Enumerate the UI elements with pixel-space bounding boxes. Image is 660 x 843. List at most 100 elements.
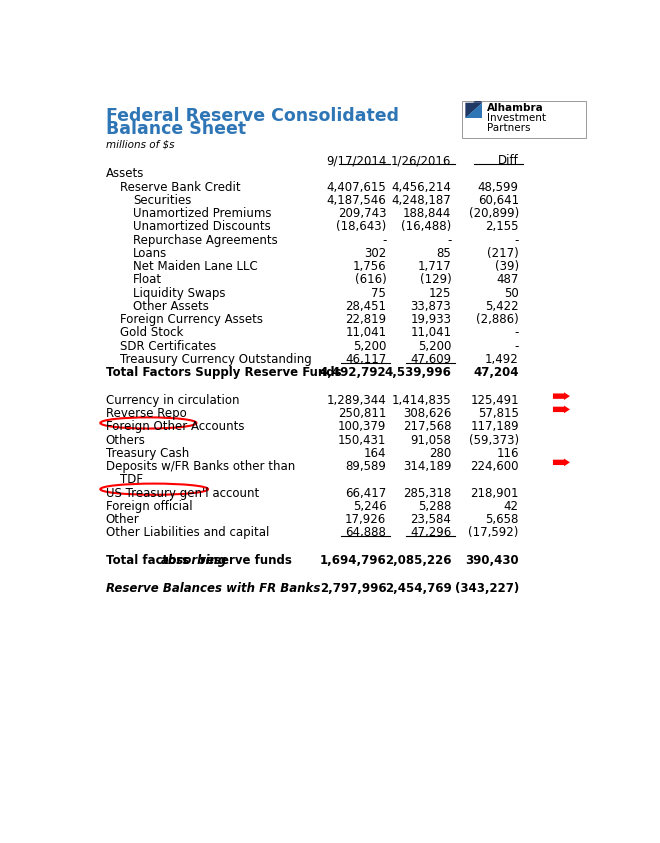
Polygon shape (553, 405, 570, 413)
Text: 188,844: 188,844 (403, 207, 451, 220)
Text: Others: Others (106, 433, 146, 447)
Text: (20,899): (20,899) (469, 207, 519, 220)
Text: -: - (514, 234, 519, 247)
Text: 48,599: 48,599 (478, 180, 519, 194)
Text: 2,085,226: 2,085,226 (385, 554, 451, 567)
Text: Treausury Currency Outstanding: Treausury Currency Outstanding (119, 353, 312, 366)
Text: (16,488): (16,488) (401, 220, 451, 234)
Text: 23,584: 23,584 (411, 513, 451, 526)
Text: 5,246: 5,246 (352, 500, 386, 513)
Text: Deposits w/FR Banks other than: Deposits w/FR Banks other than (106, 460, 295, 473)
Text: 33,873: 33,873 (411, 300, 451, 313)
Polygon shape (553, 392, 570, 400)
Text: 1,492: 1,492 (485, 353, 519, 366)
Text: 85: 85 (437, 247, 451, 260)
Text: Other Assets: Other Assets (133, 300, 209, 313)
Text: 2,454,769: 2,454,769 (385, 582, 451, 595)
Text: 224,600: 224,600 (471, 460, 519, 473)
Text: 117,189: 117,189 (470, 421, 519, 433)
Text: 66,417: 66,417 (345, 486, 386, 500)
Text: 314,189: 314,189 (403, 460, 451, 473)
Text: Assets: Assets (106, 168, 144, 180)
Text: (39): (39) (495, 260, 519, 273)
Text: (129): (129) (420, 273, 451, 287)
Text: 11,041: 11,041 (345, 326, 386, 340)
Text: Gold Stock: Gold Stock (119, 326, 183, 340)
Text: Securities: Securities (133, 194, 191, 207)
Text: Reserve Bank Credit: Reserve Bank Credit (119, 180, 240, 194)
Text: Currency in circulation: Currency in circulation (106, 394, 239, 407)
Text: 1,756: 1,756 (352, 260, 386, 273)
Text: 5,422: 5,422 (485, 300, 519, 313)
Text: Foreign Other Accounts: Foreign Other Accounts (106, 421, 244, 433)
Text: US Treasury gen'l account: US Treasury gen'l account (106, 486, 259, 500)
Text: 19,933: 19,933 (411, 313, 451, 326)
Text: 57,815: 57,815 (478, 407, 519, 420)
Polygon shape (473, 98, 482, 103)
Text: (616): (616) (354, 273, 386, 287)
Text: 5,288: 5,288 (418, 500, 451, 513)
Text: 5,200: 5,200 (353, 340, 386, 352)
Text: 4,492,792: 4,492,792 (319, 366, 386, 379)
Text: (2,886): (2,886) (476, 313, 519, 326)
Text: Unamortized Discounts: Unamortized Discounts (133, 220, 271, 234)
Text: 46,117: 46,117 (345, 353, 386, 366)
Text: 11,041: 11,041 (411, 326, 451, 340)
Text: Reserve Balances with FR Banks: Reserve Balances with FR Banks (106, 582, 320, 595)
Text: 4,407,615: 4,407,615 (327, 180, 386, 194)
Text: Partners: Partners (487, 123, 531, 133)
Text: 4,456,214: 4,456,214 (391, 180, 451, 194)
Text: 209,743: 209,743 (338, 207, 386, 220)
Text: (343,227): (343,227) (455, 582, 519, 595)
Text: 1,414,835: 1,414,835 (392, 394, 451, 407)
Text: 218,901: 218,901 (471, 486, 519, 500)
Text: Float: Float (133, 273, 162, 287)
Text: millions of $s: millions of $s (106, 140, 174, 150)
Text: -: - (447, 234, 451, 247)
Text: 5,658: 5,658 (486, 513, 519, 526)
Text: 60,641: 60,641 (478, 194, 519, 207)
Text: 47,609: 47,609 (411, 353, 451, 366)
Text: Diff: Diff (498, 154, 519, 167)
Text: Balance Sheet: Balance Sheet (106, 121, 246, 138)
Text: 4,187,546: 4,187,546 (327, 194, 386, 207)
Text: -: - (382, 234, 386, 247)
Text: Loans: Loans (133, 247, 167, 260)
Text: Federal Reserve Consolidated: Federal Reserve Consolidated (106, 106, 399, 125)
Text: 125,491: 125,491 (470, 394, 519, 407)
Text: 4,248,187: 4,248,187 (391, 194, 451, 207)
Text: 217,568: 217,568 (403, 421, 451, 433)
Polygon shape (465, 103, 482, 118)
Text: Investment: Investment (487, 114, 546, 123)
Text: 2,797,996: 2,797,996 (319, 582, 386, 595)
Text: -: - (514, 340, 519, 352)
Text: 116: 116 (496, 447, 519, 459)
Text: Repurchase Agreements: Repurchase Agreements (133, 234, 278, 247)
Text: 125: 125 (429, 287, 451, 299)
Text: 285,318: 285,318 (403, 486, 451, 500)
Text: 2,155: 2,155 (485, 220, 519, 234)
FancyBboxPatch shape (462, 101, 586, 138)
Text: 308,626: 308,626 (403, 407, 451, 420)
Text: 487: 487 (496, 273, 519, 287)
Text: 1,289,344: 1,289,344 (327, 394, 386, 407)
Text: Unamortized Premiums: Unamortized Premiums (133, 207, 271, 220)
Text: 4,539,996: 4,539,996 (385, 366, 451, 379)
Text: -: - (514, 326, 519, 340)
Text: 280: 280 (429, 447, 451, 459)
Text: 89,589: 89,589 (345, 460, 386, 473)
Text: 1,717: 1,717 (418, 260, 451, 273)
Text: Total Factors Supply Reserve Funds: Total Factors Supply Reserve Funds (106, 366, 341, 379)
Text: Other: Other (106, 513, 139, 526)
Text: Net Maiden Lane LLC: Net Maiden Lane LLC (133, 260, 257, 273)
Text: Foreign official: Foreign official (106, 500, 192, 513)
Text: 9/17/2014: 9/17/2014 (326, 154, 386, 167)
Text: Alhambra: Alhambra (487, 104, 544, 114)
Text: (217): (217) (487, 247, 519, 260)
Text: 28,451: 28,451 (345, 300, 386, 313)
Text: Total factors: Total factors (106, 554, 193, 567)
Text: 250,811: 250,811 (338, 407, 386, 420)
Text: 17,926: 17,926 (345, 513, 386, 526)
Text: 150,431: 150,431 (338, 433, 386, 447)
Text: 42: 42 (504, 500, 519, 513)
